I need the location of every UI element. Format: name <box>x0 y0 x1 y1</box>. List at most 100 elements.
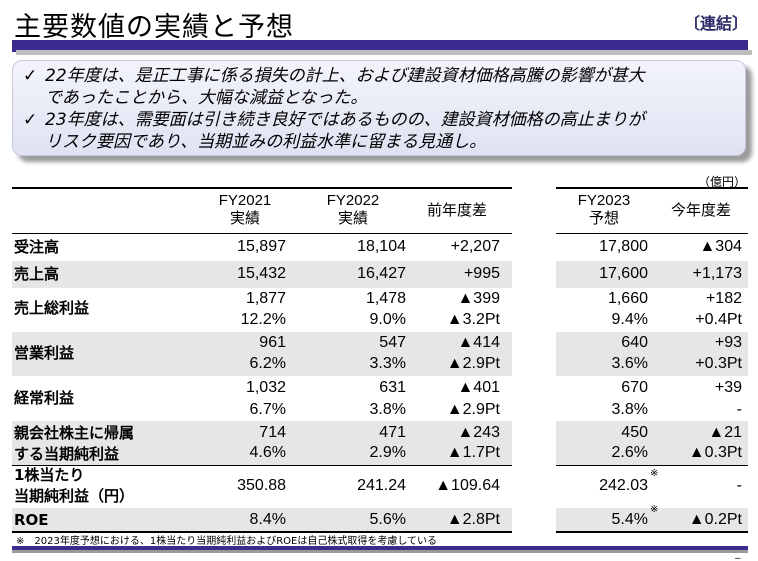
header-fy2021: FY2021 実績 <box>200 192 290 228</box>
value-fy2022: 18,104 <box>357 238 406 255</box>
footnote: ※ 2023年度予想における、1株当たり当期純利益およびROEは自己株式取得を考… <box>16 536 438 547</box>
summary-text: 22年度は、是正工事に係る損失の計上、および建設資材価格高騰の影響が甚大 であっ… <box>45 65 737 109</box>
margin-fy2021: 6.7% <box>249 401 286 418</box>
value-diff: ▲109.64 <box>435 477 500 494</box>
table-border <box>556 233 748 234</box>
value-diff: ▲243 <box>457 424 500 441</box>
page-title: 主要数値の実績と予想 <box>14 12 294 43</box>
margin-diff: ▲2.9Pt <box>446 401 500 418</box>
margin-diff: ▲3.2Pt <box>446 311 500 328</box>
value-fy2023: 5.4% <box>611 511 648 528</box>
value-fy2021: 1,877 <box>245 290 286 307</box>
table-border <box>12 465 512 466</box>
row-label: 当期純利益（円） <box>14 487 135 505</box>
value-diff: ▲399 <box>457 290 500 307</box>
row-shade <box>556 261 748 288</box>
scope-tag: 〔連結〕 <box>683 14 748 33</box>
row-label: 親会社株主に帰属 <box>14 424 135 442</box>
note-mark: ※ <box>650 468 659 479</box>
header-year: FY2023 <box>577 192 631 209</box>
margin-fy2021: 6.2% <box>249 355 286 372</box>
value-fy2023: 17,800 <box>599 238 648 255</box>
margin-diff2: ▲0.3Pt <box>688 444 742 461</box>
table-border <box>12 531 512 533</box>
check-icon: ✓ <box>23 66 38 86</box>
page-mark: – <box>735 553 741 561</box>
header-type: 実績 <box>229 210 260 227</box>
header-type: 予想 <box>588 210 619 227</box>
table-border <box>556 465 748 466</box>
title-bar-shadow <box>16 50 752 55</box>
summary-line: 22年度は、是正工事に係る損失の計上、および建設資材価格高騰の影響が甚大 <box>45 66 645 86</box>
value-diff2: +182 <box>705 290 742 307</box>
value-fy2023: 242.03 <box>599 477 648 494</box>
summary-line: リスク要因であり、当期並みの利益水準に留まる見通し。 <box>45 132 487 152</box>
margin-fy2023: 3.6% <box>611 355 648 372</box>
summary-item: ✓ 23年度は、需要面は引き続き良好ではあるものの、建設資材価格の高止まりが リ… <box>23 109 737 153</box>
value-diff2: ▲0.2Pt <box>688 511 742 528</box>
value-diff: +995 <box>463 265 500 282</box>
value-fy2021: 714 <box>259 424 286 441</box>
margin-fy2023: 3.8% <box>611 401 648 418</box>
row-label: 売上高 <box>14 265 60 283</box>
summary-line: であったことから、大幅な減益となった。 <box>45 88 368 108</box>
margin-fy2021: 12.2% <box>240 311 286 328</box>
value-fy2023: 450 <box>621 424 648 441</box>
value-fy2023: 640 <box>621 334 648 351</box>
row-label: 営業利益 <box>14 344 75 362</box>
header-type: 実績 <box>337 210 368 227</box>
title-bar <box>12 40 748 52</box>
margin-fy2023: 9.4% <box>611 311 648 328</box>
value-fy2021: 8.4% <box>249 511 286 528</box>
footer-bar-shadow <box>12 550 748 553</box>
margin-fy2021: 4.6% <box>249 444 286 461</box>
row-shade <box>556 332 748 376</box>
margin-diff: ▲2.9Pt <box>446 355 500 372</box>
row-shade <box>556 508 748 532</box>
table-border <box>12 233 512 234</box>
value-fy2022: 241.24 <box>357 477 406 494</box>
value-fy2022: 1,478 <box>365 290 406 307</box>
row-shade <box>556 421 748 465</box>
header-diff: 前年度差 <box>426 202 487 219</box>
value-diff2: ▲304 <box>699 238 742 255</box>
value-fy2022: 16,427 <box>357 265 406 282</box>
margin-diff2: +0.4Pt <box>695 311 742 328</box>
value-fy2022: 471 <box>379 424 406 441</box>
value-fy2023: 1,660 <box>607 290 648 307</box>
value-fy2021: 961 <box>259 334 286 351</box>
margin-fy2022: 9.0% <box>369 311 406 328</box>
header-diff2: 今年度差 <box>670 202 731 219</box>
summary-line: 23年度は、需要面は引き続き良好ではあるものの、建設資材価格の高止まりが <box>45 110 645 130</box>
value-fy2021: 1,032 <box>245 379 286 396</box>
margin-fy2022: 3.8% <box>369 401 406 418</box>
value-fy2023: 17,600 <box>599 265 648 282</box>
value-fy2022: 631 <box>379 379 406 396</box>
row-label: する当期純利益 <box>14 445 120 463</box>
value-fy2021: 15,897 <box>237 238 286 255</box>
row-label: 売上総利益 <box>14 299 90 317</box>
value-fy2023: 670 <box>621 379 648 396</box>
margin-fy2023: 2.6% <box>611 444 648 461</box>
row-shade <box>12 261 512 288</box>
value-diff: +2,207 <box>450 238 500 255</box>
footer-bar <box>12 546 748 550</box>
margin-diff2: +0.3Pt <box>695 355 742 372</box>
value-diff2: +39 <box>714 379 742 396</box>
value-fy2022: 547 <box>379 334 406 351</box>
header-fy2023: FY2023 予想 <box>562 192 646 228</box>
value-diff: ▲401 <box>457 379 500 396</box>
row-shade <box>12 508 512 532</box>
value-diff: ▲2.8Pt <box>446 511 500 528</box>
margin-diff2: - <box>736 401 742 418</box>
check-icon: ✓ <box>23 110 38 130</box>
value-diff2: +93 <box>714 334 742 351</box>
margin-diff: ▲1.7Pt <box>446 444 500 461</box>
financial-table: FY2021 実績 FY2022 実績 前年度差 FY2023 予想 今年度差 … <box>0 187 758 533</box>
header-year: FY2021 <box>218 192 272 209</box>
row-label: 受注高 <box>14 238 60 256</box>
margin-fy2022: 2.9% <box>369 444 406 461</box>
summary-box: ✓ 22年度は、是正工事に係る損失の計上、および建設資材価格高騰の影響が甚大 で… <box>12 60 746 156</box>
unit-label: （億円） <box>697 175 746 189</box>
value-fy2021: 15,432 <box>237 265 286 282</box>
